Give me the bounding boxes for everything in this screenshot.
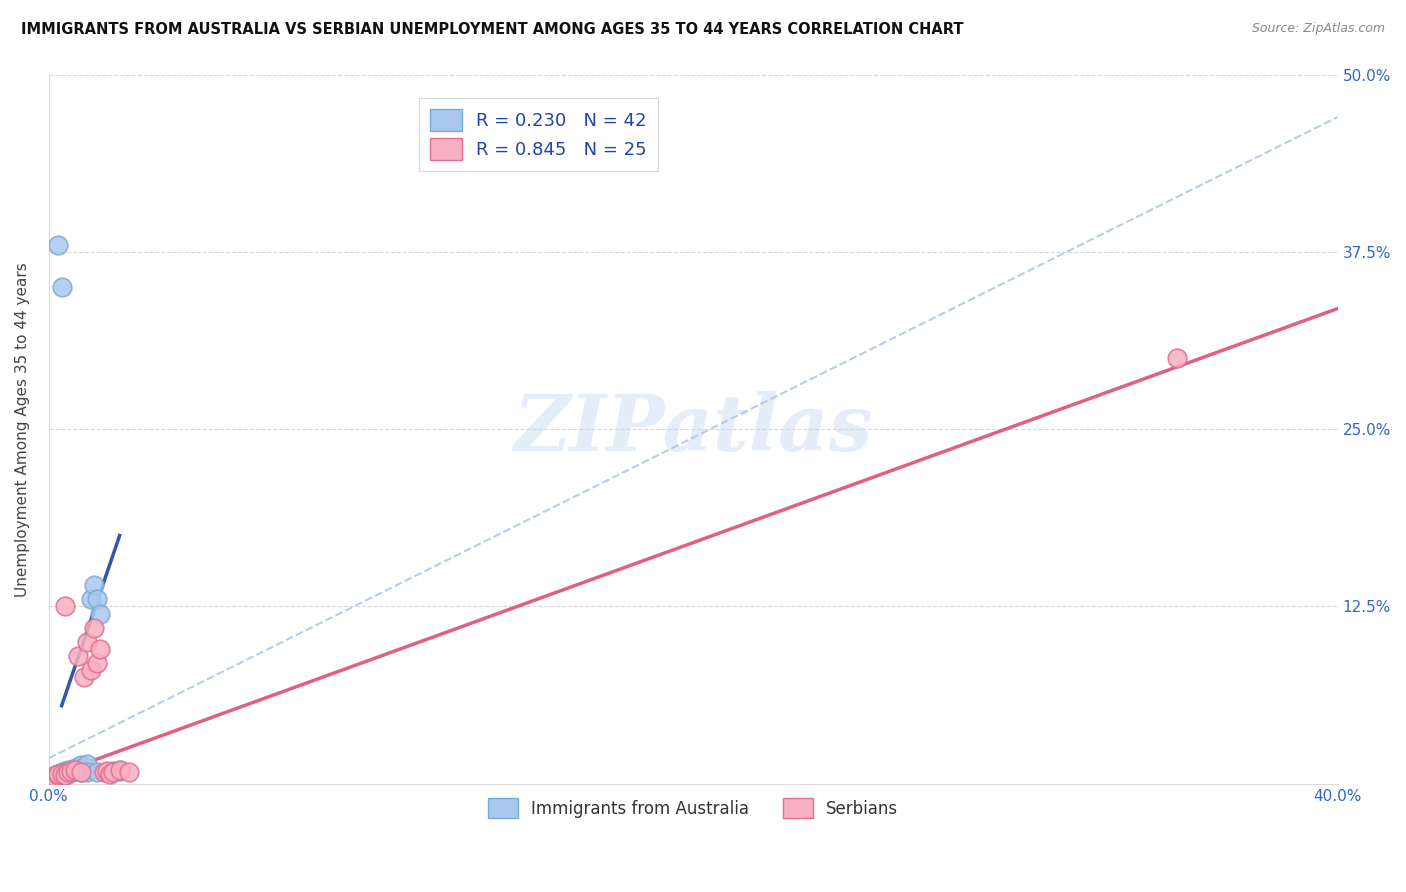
Point bbox=[41, 771, 63, 785]
Point bbox=[79, 592, 101, 607]
Point bbox=[56, 766, 79, 780]
Point bbox=[76, 756, 98, 771]
Point bbox=[70, 758, 93, 772]
Point bbox=[48, 768, 70, 782]
Point bbox=[60, 764, 83, 778]
Point bbox=[118, 765, 141, 780]
Y-axis label: Unemployment Among Ages 35 to 44 years: Unemployment Among Ages 35 to 44 years bbox=[15, 261, 30, 597]
Point bbox=[96, 765, 118, 780]
Point bbox=[48, 766, 70, 780]
Point bbox=[73, 670, 96, 684]
Point bbox=[96, 764, 118, 778]
Point bbox=[63, 764, 86, 778]
Point bbox=[86, 592, 108, 607]
Point bbox=[70, 761, 93, 775]
Legend: Immigrants from Australia, Serbians: Immigrants from Australia, Serbians bbox=[481, 791, 905, 825]
Point bbox=[53, 768, 76, 782]
Point bbox=[76, 765, 98, 780]
Point bbox=[60, 765, 83, 780]
Point bbox=[108, 764, 131, 778]
Point bbox=[79, 663, 101, 677]
Point bbox=[44, 768, 66, 782]
Point bbox=[89, 607, 111, 621]
Point bbox=[51, 766, 73, 780]
Point bbox=[51, 768, 73, 782]
Point bbox=[51, 765, 73, 780]
Point bbox=[63, 761, 86, 775]
Point bbox=[60, 763, 83, 777]
Point bbox=[86, 656, 108, 670]
Point bbox=[73, 760, 96, 774]
Point bbox=[48, 766, 70, 780]
Point bbox=[53, 599, 76, 614]
Point bbox=[89, 642, 111, 657]
Point bbox=[56, 765, 79, 780]
Point bbox=[44, 770, 66, 784]
Text: IMMIGRANTS FROM AUSTRALIA VS SERBIAN UNEMPLOYMENT AMONG AGES 35 TO 44 YEARS CORR: IMMIGRANTS FROM AUSTRALIA VS SERBIAN UNE… bbox=[21, 22, 963, 37]
Point bbox=[83, 621, 105, 635]
Point bbox=[63, 764, 86, 778]
Point bbox=[53, 768, 76, 782]
Point bbox=[66, 649, 89, 664]
Point bbox=[83, 578, 105, 592]
Point bbox=[51, 280, 73, 294]
Point bbox=[48, 237, 70, 252]
Point bbox=[48, 768, 70, 782]
Point bbox=[108, 763, 131, 777]
Point bbox=[93, 765, 115, 780]
Point bbox=[63, 763, 86, 777]
Point bbox=[56, 764, 79, 778]
Point bbox=[70, 765, 93, 780]
Point bbox=[48, 766, 70, 780]
Point bbox=[66, 760, 89, 774]
Point bbox=[76, 635, 98, 649]
Point bbox=[103, 765, 125, 780]
Point bbox=[53, 765, 76, 780]
Point bbox=[98, 766, 121, 780]
Point bbox=[108, 763, 131, 777]
Point bbox=[53, 764, 76, 778]
Point bbox=[48, 770, 70, 784]
Point bbox=[53, 766, 76, 780]
Point bbox=[56, 763, 79, 777]
Point bbox=[1166, 351, 1188, 366]
Point bbox=[86, 765, 108, 780]
Point bbox=[41, 770, 63, 784]
Point bbox=[70, 765, 93, 780]
Point bbox=[103, 764, 125, 778]
Point bbox=[44, 770, 66, 784]
Text: ZIPatlas: ZIPatlas bbox=[513, 391, 873, 467]
Point bbox=[96, 765, 118, 780]
Text: Source: ZipAtlas.com: Source: ZipAtlas.com bbox=[1251, 22, 1385, 36]
Point bbox=[66, 763, 89, 777]
Point bbox=[51, 766, 73, 780]
